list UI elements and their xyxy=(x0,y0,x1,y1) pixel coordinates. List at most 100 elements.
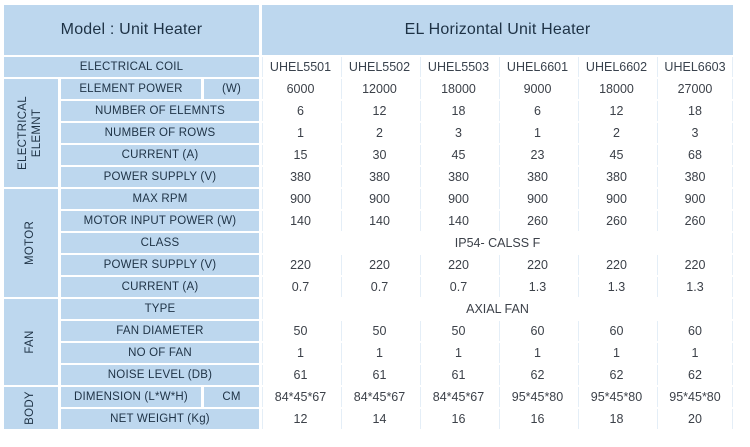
value-cell: 220 xyxy=(262,255,338,275)
value-cell: 900 xyxy=(262,189,338,209)
value-cell: 62 xyxy=(657,365,733,385)
value-cell: 260 xyxy=(499,211,575,231)
value-cell: 30 xyxy=(341,145,417,165)
section-label-fan: FAN xyxy=(4,299,58,385)
value-cell: 18000 xyxy=(578,79,654,99)
row-label: MAX RPM xyxy=(61,189,259,209)
table-row: NUMBER OF ELEMNTS 6 12 18 6 12 18 xyxy=(4,101,733,121)
value-cell: 260 xyxy=(578,211,654,231)
value-cell: 380 xyxy=(499,167,575,187)
table-row: POWER SUPPLY (V) 220 220 220 220 220 220 xyxy=(4,255,733,275)
table-row: MOTOR INPUT POWER (W) 140 140 140 260 26… xyxy=(4,211,733,231)
value-cell: 18000 xyxy=(420,79,496,99)
section-label-body: BODY xyxy=(4,387,58,429)
value-cell: 380 xyxy=(420,167,496,187)
row-label: FAN DIAMETER xyxy=(61,321,259,341)
value-cell: 1.3 xyxy=(578,277,654,297)
vertical-section-label: BODY xyxy=(24,391,37,425)
model-header-cell: Model : Unit Heater xyxy=(4,5,259,55)
value-cell: 60 xyxy=(578,321,654,341)
value-cell: 95*45*80 xyxy=(578,387,654,407)
row-label: CURRENT (A) xyxy=(61,145,259,165)
table-row: NO OF FAN 1 1 1 1 1 1 xyxy=(4,343,733,363)
value-cell: 1 xyxy=(499,123,575,143)
value-cell: 20 xyxy=(657,409,733,429)
vertical-section-label: ELECTRICAL ELEMNT xyxy=(17,96,43,170)
value-cell: 61 xyxy=(262,365,338,385)
value-cell: 220 xyxy=(499,255,575,275)
value-cell: 16 xyxy=(499,409,575,429)
model-code-cell: UHEL6602 xyxy=(578,57,654,77)
value-cell: 260 xyxy=(657,211,733,231)
value-cell: 84*45*67 xyxy=(420,387,496,407)
table-row: ELECTRICAL ELEMNT ELEMENT POWER (W) 6000… xyxy=(4,79,733,187)
value-cell: 60 xyxy=(657,321,733,341)
value-cell: 1.3 xyxy=(499,277,575,297)
value-cell: 380 xyxy=(262,167,338,187)
model-code-cell: UHEL6601 xyxy=(499,57,575,77)
table-row: FAN TYPE AXIAL FAN xyxy=(4,299,733,385)
value-cell: 900 xyxy=(657,189,733,209)
value-cell: 62 xyxy=(578,365,654,385)
value-cell: 3 xyxy=(657,123,733,143)
value-cell: 1 xyxy=(499,343,575,363)
table-row: NUMBER OF ROWS 1 2 3 1 2 3 xyxy=(4,123,733,143)
value-cell: 2 xyxy=(341,123,417,143)
value-cell: 15 xyxy=(262,145,338,165)
value-cell: 50 xyxy=(341,321,417,341)
merged-value-cell: IP54- CALSS F xyxy=(262,233,733,253)
row-label: CLASS xyxy=(61,233,259,253)
row-label: NET WEIGHT (Kg) xyxy=(61,409,259,429)
value-cell: 1.3 xyxy=(657,277,733,297)
row-label: NOISE LEVEL (DB) xyxy=(61,365,259,385)
value-cell: 45 xyxy=(420,145,496,165)
value-cell: 62 xyxy=(499,365,575,385)
value-cell: 61 xyxy=(420,365,496,385)
section-label-motor: MOTOR xyxy=(4,189,58,297)
table-row: CURRENT (A) 0.7 0.7 0.7 1.3 1.3 1.3 xyxy=(4,277,733,297)
value-cell: 9000 xyxy=(499,79,575,99)
value-cell: 6 xyxy=(499,101,575,121)
value-cell: 84*45*67 xyxy=(262,387,338,407)
value-cell: 6000 xyxy=(262,79,338,99)
value-cell: 0.7 xyxy=(341,277,417,297)
value-cell: 3 xyxy=(420,123,496,143)
model-code-cell: UHEL6603 xyxy=(657,57,733,77)
value-cell: 220 xyxy=(657,255,733,275)
row-label: CURRENT (A) xyxy=(61,277,259,297)
value-cell: 380 xyxy=(341,167,417,187)
value-cell: 0.7 xyxy=(262,277,338,297)
table-row: MOTOR MAX RPM 900 900 900 900 900 900 xyxy=(4,189,733,297)
value-cell: 95*45*80 xyxy=(657,387,733,407)
value-cell: 1 xyxy=(657,343,733,363)
value-cell: 84*45*67 xyxy=(341,387,417,407)
value-cell: 61 xyxy=(341,365,417,385)
row-label: TYPE xyxy=(61,299,259,319)
row-label: DIMENSION (L*W*H) xyxy=(61,387,201,407)
unit-label: (W) xyxy=(204,79,259,99)
row-label: MOTOR INPUT POWER (W) xyxy=(61,211,259,231)
table-row: NOISE LEVEL (DB) 61 61 61 62 62 62 xyxy=(4,365,733,385)
value-cell: 18 xyxy=(420,101,496,121)
coil-label-cell: ELECTRICAL COIL xyxy=(4,57,259,77)
product-title-cell: EL Horizontal Unit Heater xyxy=(262,5,733,55)
value-cell: 12 xyxy=(262,409,338,429)
section-label-electrical-elemnt: ELECTRICAL ELEMNT xyxy=(4,79,58,187)
row-label: POWER SUPPLY (V) xyxy=(61,255,259,275)
unit-heater-spec-table: Model : Unit Heater EL Horizontal Unit H… xyxy=(1,3,736,431)
value-cell: 220 xyxy=(341,255,417,275)
value-cell: 140 xyxy=(420,211,496,231)
value-cell: 16 xyxy=(420,409,496,429)
value-cell: 12 xyxy=(341,101,417,121)
value-cell: 2 xyxy=(578,123,654,143)
value-cell: 380 xyxy=(657,167,733,187)
row-label: NUMBER OF ROWS xyxy=(61,123,259,143)
table-row: CLASS IP54- CALSS F xyxy=(4,233,733,253)
vertical-section-label: MOTOR xyxy=(24,220,37,266)
value-cell: 1 xyxy=(262,343,338,363)
model-code-cell: UHEL5502 xyxy=(341,57,417,77)
table-row: ELECTRICAL COIL UHEL5501 UHEL5502 UHEL55… xyxy=(4,57,733,77)
value-cell: 12 xyxy=(578,101,654,121)
value-cell: 900 xyxy=(499,189,575,209)
value-cell: 220 xyxy=(578,255,654,275)
